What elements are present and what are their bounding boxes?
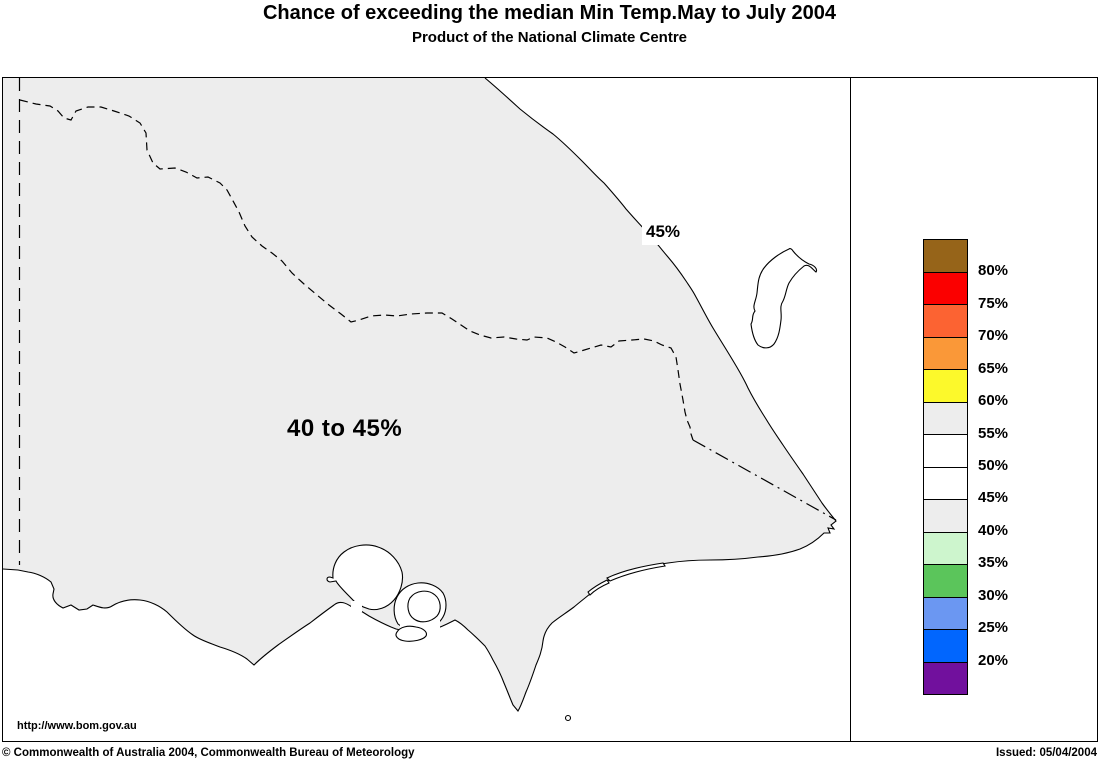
legend-labels: 80% 75% 70% 65% 60% 55% 50% 45% 40% 35% 30% 25% 20% <box>978 239 1038 695</box>
page-subtitle: Product of the National Climate Centre <box>411 29 688 46</box>
legend-swatch <box>924 467 967 500</box>
legend-boundary-label: 35% <box>978 554 1009 572</box>
legend-swatch <box>924 500 967 533</box>
legend-swatch <box>924 370 967 403</box>
legend-boundary-label: 65% <box>978 359 1009 377</box>
bay-entrance <box>351 601 362 612</box>
legend-swatch <box>924 662 967 694</box>
legend-boundary-label: 70% <box>978 327 1009 345</box>
region-label-40-45: 40 to 45% <box>287 415 403 442</box>
legend-boundary-label: 55% <box>978 424 1009 442</box>
legend-swatch <box>924 272 967 305</box>
legend-swatch <box>924 565 967 598</box>
closed-contour-blob <box>750 248 818 349</box>
map-area <box>3 78 851 741</box>
page-title: Chance of exceeding the median Min Temp.… <box>262 2 837 24</box>
legend-boundary-label: 50% <box>978 457 1009 474</box>
map-frame: 80% 75% 70% 65% 60% 55% 50% 45% 40% 35% 30% 25% 20% <box>2 77 1098 742</box>
legend-boundary-label: 30% <box>978 586 1009 604</box>
legend-boundary-label: 75% <box>978 294 1009 312</box>
legend-color-column <box>923 239 968 695</box>
land-region-40-45 <box>3 78 836 711</box>
nsw-border-diagonal <box>692 439 837 521</box>
phillip-island <box>395 625 427 642</box>
legend-swatch <box>924 597 967 630</box>
legend-boundary-label: 45% <box>978 489 1009 507</box>
contour-label-45: 45% <box>642 219 685 245</box>
port-phillip-bay <box>326 544 404 611</box>
murray-border <box>19 99 694 441</box>
issued-date: Issued: 05/04/2004 <box>995 747 1097 759</box>
legend-swatch <box>924 630 967 663</box>
legend-swatch <box>924 240 967 273</box>
legend-boundary-label: 20% <box>978 651 1009 669</box>
legend-swatch <box>924 402 967 435</box>
legend-swatch <box>924 337 967 370</box>
copyright-text: © Commonwealth of Australia 2004, Common… <box>2 747 415 759</box>
legend-swatch <box>924 305 967 338</box>
legend-boundary-label: 40% <box>978 521 1009 539</box>
gippsland-lakes <box>587 562 666 596</box>
bom-url-label: http://www.bom.gov.au <box>17 720 137 732</box>
victoria-map <box>3 78 837 722</box>
legend-boundary-label: 80% <box>978 262 1009 280</box>
french-island <box>407 590 441 623</box>
legend-boundary-label: 60% <box>978 392 1009 410</box>
small-island <box>564 714 572 722</box>
legend-boundary-label: 25% <box>978 619 1009 637</box>
legend-swatch <box>924 532 967 565</box>
legend-swatch <box>924 435 967 468</box>
